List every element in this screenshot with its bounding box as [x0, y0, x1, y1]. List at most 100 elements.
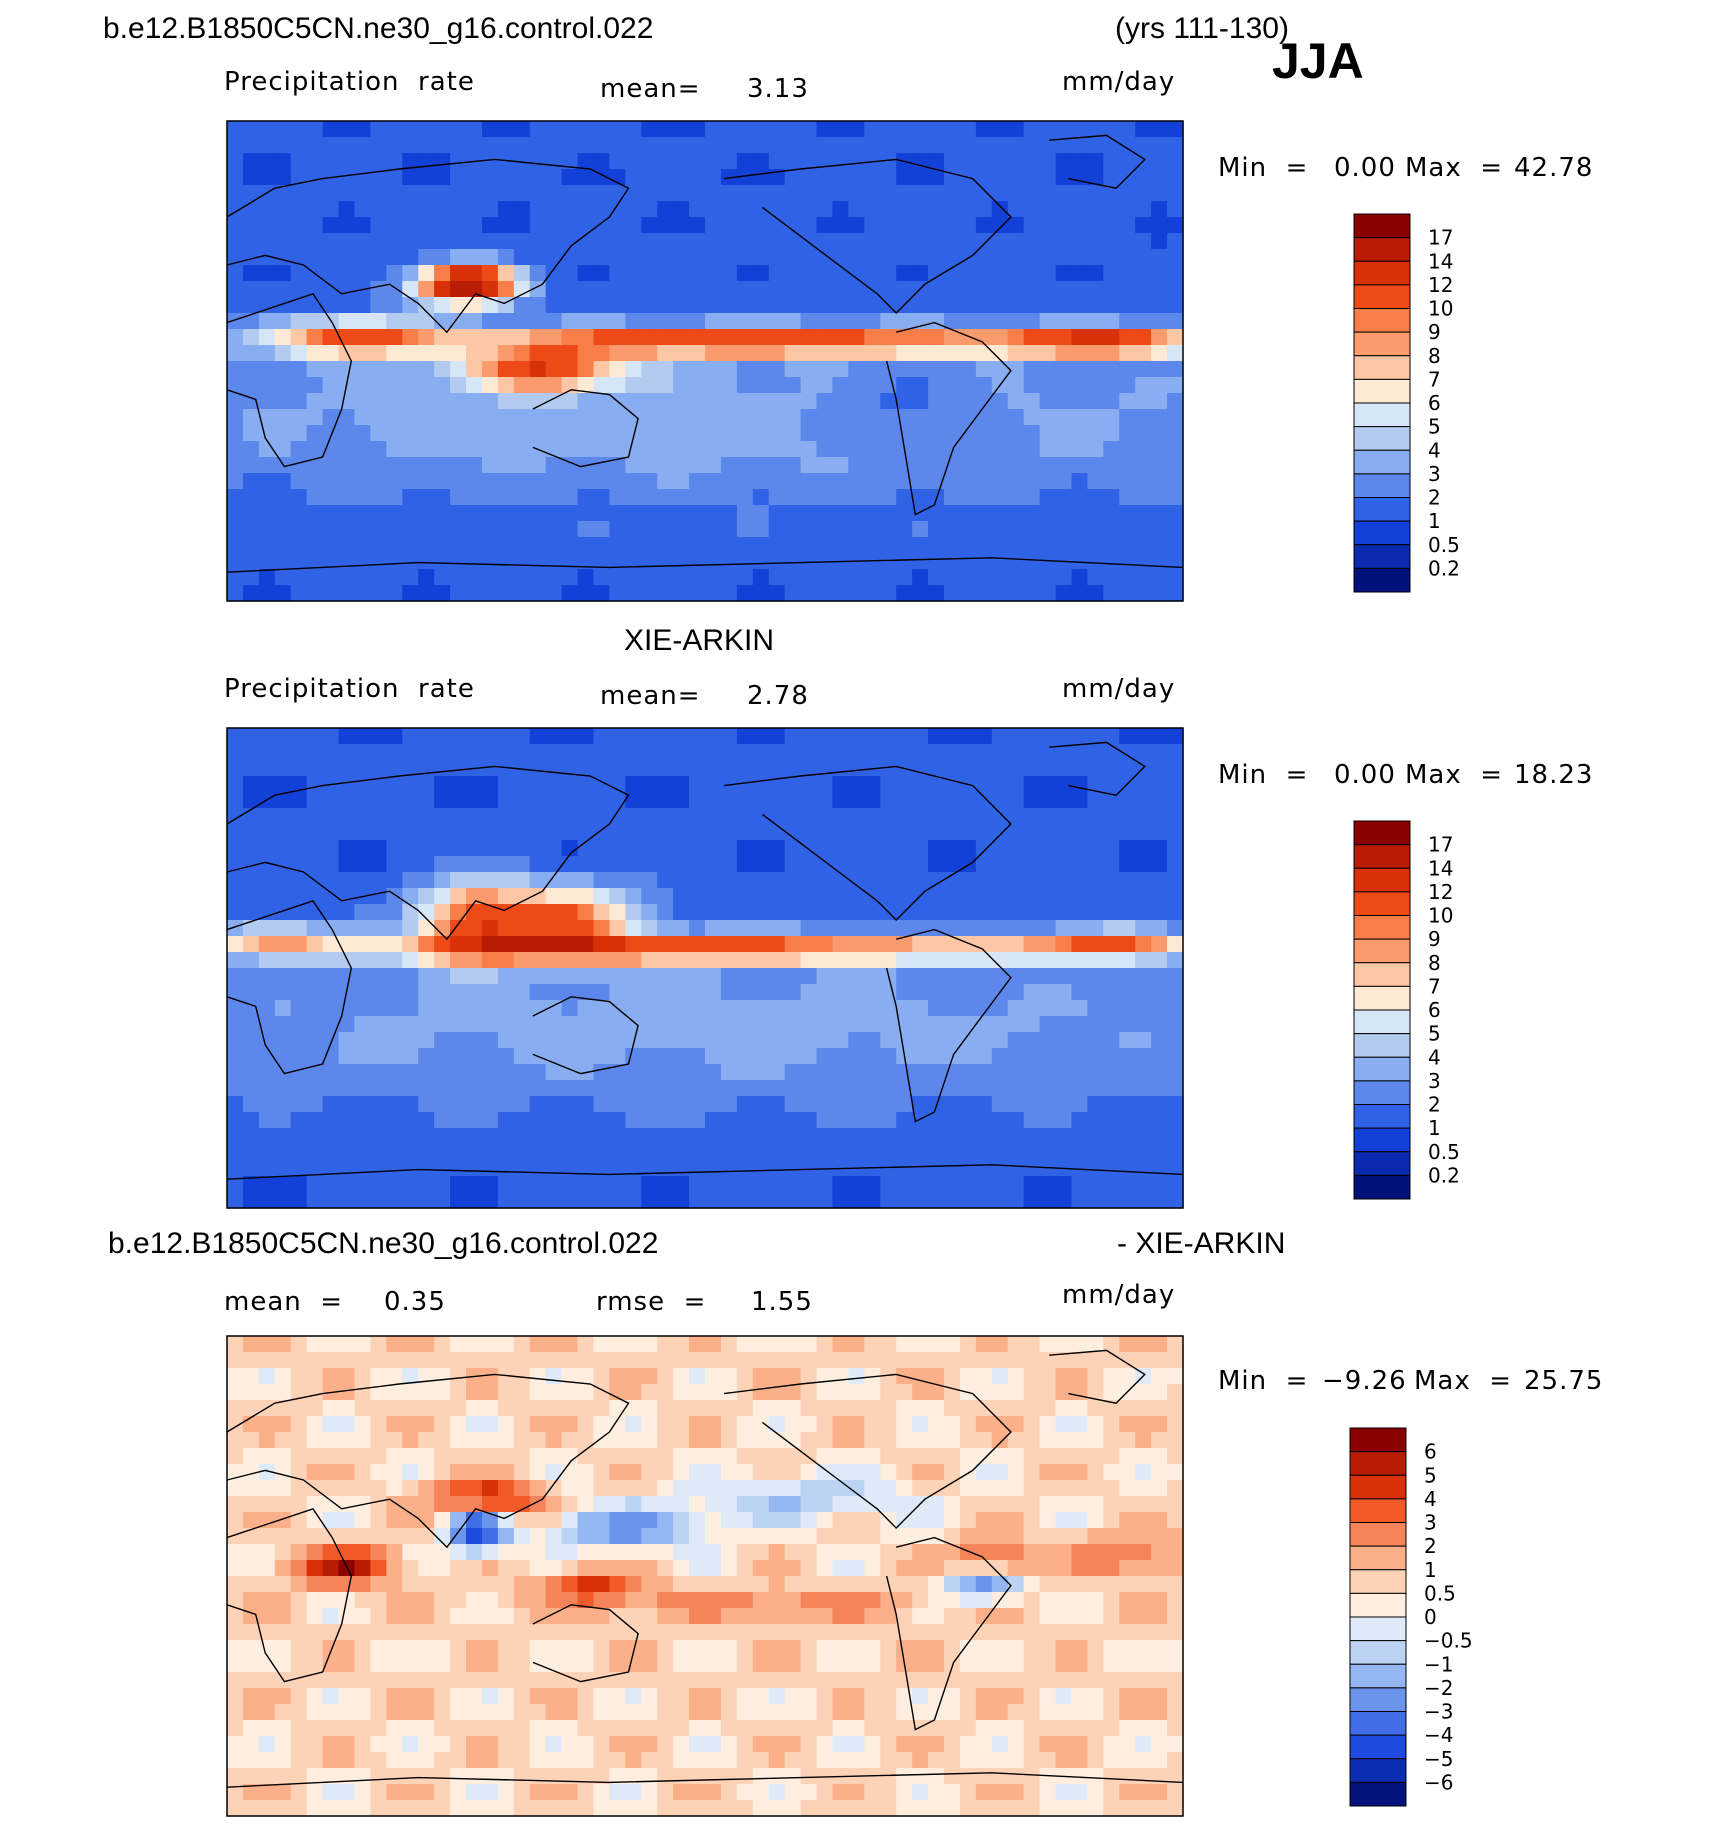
- map-cell: [705, 1448, 722, 1465]
- map-cell: [577, 776, 595, 793]
- map-cell: [418, 744, 435, 761]
- map-cell: [848, 1352, 865, 1369]
- map-cell: [1071, 1496, 1088, 1513]
- map-cell: [625, 968, 642, 985]
- map-cell: [1119, 984, 1136, 1001]
- map-cell: [689, 249, 706, 266]
- map-cell: [768, 1400, 786, 1417]
- map-cell: [1023, 201, 1041, 218]
- map-cell: [928, 153, 945, 170]
- map-cell: [991, 1496, 1009, 1513]
- map-cell: [689, 1608, 706, 1625]
- map-cell: [1103, 1496, 1120, 1513]
- map-cell: [991, 792, 1009, 809]
- map-cell: [418, 776, 435, 793]
- map-cell: [577, 1096, 595, 1113]
- map-cell: [657, 1480, 674, 1497]
- map-cell: [864, 1416, 881, 1433]
- map-cell: [816, 537, 834, 554]
- map-cell: [641, 169, 658, 186]
- map-cell: [912, 1016, 929, 1033]
- panel3-title-left: b.e12.B1850C5CN.ne30_g16.control.022: [108, 1227, 659, 1260]
- map-cell: [1087, 1400, 1104, 1417]
- map-cell: [529, 169, 547, 186]
- map-cell: [609, 952, 626, 969]
- map-cell: [1103, 1096, 1120, 1113]
- map-cell: [338, 137, 356, 154]
- map-cell: [657, 121, 674, 138]
- map-cell: [1103, 441, 1120, 458]
- map-cell: [673, 744, 690, 761]
- map-cell: [338, 441, 356, 458]
- coastline: [226, 765, 630, 941]
- map-cell: [497, 1496, 515, 1513]
- map-cell: [306, 281, 324, 298]
- map-cell: [466, 1672, 483, 1689]
- map-cell: [466, 1528, 483, 1545]
- map-cell: [896, 920, 913, 937]
- map-cell: [513, 1384, 531, 1401]
- map-cell: [481, 1608, 499, 1625]
- map-cell: [545, 137, 563, 154]
- map-cell: [322, 1672, 340, 1689]
- map-cell: [975, 377, 993, 394]
- map-cell: [912, 1640, 929, 1657]
- map-cell: [912, 1192, 929, 1209]
- map-cell: [1167, 1176, 1184, 1193]
- map-cell: [227, 137, 244, 154]
- map-cell: [274, 856, 292, 873]
- map-cell: [880, 1416, 897, 1433]
- map-cell: [625, 1016, 642, 1033]
- map-cell: [577, 1192, 595, 1209]
- map-cell: [450, 201, 467, 218]
- map-cell: [657, 1496, 674, 1513]
- map-cell: [1119, 1176, 1136, 1193]
- map-cell: [513, 1480, 531, 1497]
- map-cell: [354, 904, 371, 921]
- map-cell: [959, 281, 977, 298]
- map-cell: [625, 393, 642, 410]
- map-cell: [912, 808, 929, 825]
- map-cell: [1007, 361, 1025, 378]
- map-cell: [227, 824, 244, 841]
- map-cell: [1087, 824, 1104, 841]
- map-cell: [497, 920, 515, 937]
- map-cell: [434, 1656, 451, 1673]
- map-cell: [1055, 1176, 1073, 1193]
- map-cell: [386, 1064, 403, 1081]
- map-cell: [593, 249, 610, 266]
- map-cell: [991, 313, 1009, 330]
- map-cell: [768, 1112, 786, 1129]
- map-cell: [1119, 936, 1136, 953]
- map-cell: [1087, 968, 1104, 985]
- map-cell: [752, 313, 770, 330]
- map-cell: [529, 1400, 547, 1417]
- map-cell: [800, 1336, 818, 1353]
- map-cell: [227, 1048, 244, 1065]
- map-cell: [1087, 952, 1104, 969]
- map-frame: [226, 120, 1184, 602]
- map-cell: [418, 377, 435, 394]
- map-cell: [290, 840, 308, 857]
- map-cell: [959, 872, 977, 889]
- map-cell: [306, 185, 324, 202]
- map-cell: [705, 537, 722, 554]
- map-cell: [466, 329, 483, 346]
- map-cell: [625, 441, 642, 458]
- map-cell: [768, 201, 786, 218]
- map-cell: [752, 1624, 770, 1641]
- map-cell: [290, 1560, 308, 1577]
- map-cell: [466, 137, 483, 154]
- map-cell: [1023, 856, 1041, 873]
- map-cell: [896, 425, 913, 442]
- map-cell: [529, 473, 547, 490]
- map-cell: [736, 457, 754, 474]
- map-cell: [545, 185, 563, 202]
- map-cell: [896, 169, 913, 186]
- map-cell: [991, 840, 1009, 857]
- map-cell: [1151, 201, 1168, 218]
- map-cell: [306, 904, 324, 921]
- map-cell: [1071, 393, 1088, 410]
- map-cell: [466, 1496, 483, 1513]
- map-cell: [928, 1048, 945, 1065]
